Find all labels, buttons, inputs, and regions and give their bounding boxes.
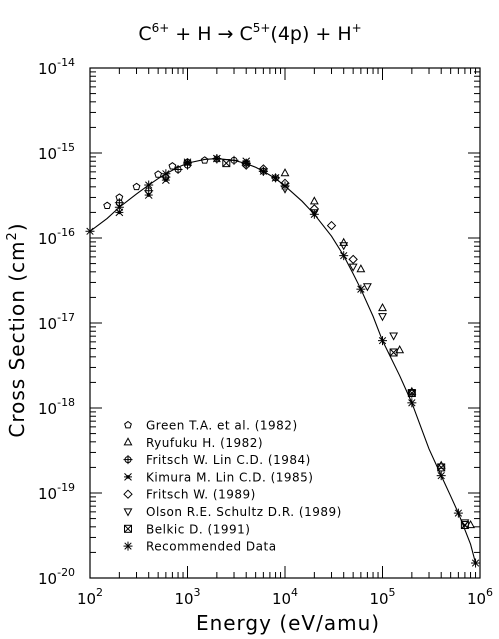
data-point-circle-plus [173, 164, 183, 174]
legend-label: Kimura M. Lin C.D. (1985) [146, 470, 314, 484]
data-point-asterisk [471, 558, 481, 568]
y-tick-label: 10-16 [38, 226, 75, 248]
y-axis-label: Cross Section (cm2) [5, 222, 29, 437]
data-point-triangle-down [362, 283, 372, 292]
data-point-asterisk [144, 180, 154, 190]
legend-label: Fritsch W. (1989) [146, 488, 256, 502]
data-point-triangle-down [407, 389, 417, 399]
legend-label: Recommended Data [146, 540, 277, 554]
y-tick-label: 10-20 [38, 566, 75, 588]
x-tick-label: 105 [369, 586, 395, 608]
data-point-pentagon [103, 201, 112, 210]
data-point-triangle-up [378, 302, 387, 312]
data-point-asterisk [280, 181, 290, 191]
legend-marker-diamond [123, 489, 133, 499]
y-tick-label: 10-15 [38, 141, 75, 163]
legend-label: Ryufuku H. (1982) [146, 436, 263, 450]
data-point-asterisk [378, 336, 387, 346]
data-point-triangle-down [378, 313, 387, 322]
data-point-diamond [348, 254, 358, 265]
data-point-asterisk [436, 471, 446, 481]
y-tick-label: 10-19 [38, 481, 75, 503]
legend-marker-square-x [124, 524, 132, 533]
legend-label: Green T.A. et al. (1982) [146, 419, 298, 433]
data-point-asterisk [212, 154, 222, 164]
recommended-curve [89, 158, 477, 564]
data-point-triangle-up [339, 237, 349, 246]
legend-marker-triangle-down [123, 508, 133, 517]
data-point-asterisk [85, 226, 95, 236]
tick-labels: 102 103 104 105 106 10-20 10-19 10-18 10-17 10-16… [38, 56, 493, 608]
legend: Green T.A. et al. (1982) Ryufuku H. (1982… [123, 419, 342, 554]
data-point-pentagon [200, 156, 209, 164]
data-point-star [144, 191, 153, 199]
data-point-square-x [389, 348, 398, 357]
data-points [85, 154, 481, 568]
data-point-pentagon [168, 162, 177, 170]
data-point-asterisk [183, 158, 192, 168]
data-point-triangle-up [309, 196, 319, 205]
data-point-asterisk [339, 251, 349, 261]
legend-marker-triangle-up [123, 437, 133, 446]
chart-title: C6+ + H → C5+(4p) + H+ [138, 21, 361, 45]
data-point-asterisk [453, 508, 463, 518]
data-point-square-x [460, 521, 469, 530]
x-tick-label: 106 [467, 586, 493, 608]
data-point-triangle-up [280, 168, 290, 177]
data-point-triangle-up [356, 264, 366, 273]
data-point-star [161, 176, 170, 184]
data-point-circle-plus [229, 155, 239, 165]
y-tick-label: 10-17 [38, 311, 75, 333]
legend-label: Fritsch W. Lin C.D. (1984) [146, 453, 311, 467]
data-point-asterisk [241, 159, 251, 169]
x-axis-label: Energy (eV/amu) [196, 611, 380, 635]
data-point-asterisk [356, 284, 366, 294]
legend-marker-pentagon [124, 420, 132, 429]
legend-marker-circle-plus [123, 455, 133, 465]
axis-ticks [89, 67, 481, 579]
legend-label: Olson R.E. Schultz D.R. (1989) [146, 505, 342, 519]
data-point-asterisk [161, 169, 171, 179]
data-point-square-x [437, 463, 446, 472]
y-tick-label: 10-14 [38, 56, 75, 78]
legend-marker-star [124, 473, 132, 481]
data-point-pentagon [132, 182, 141, 191]
x-tick-label: 102 [77, 586, 103, 608]
legend-label: Belkic D. (1991) [146, 522, 250, 536]
data-point-square-x [407, 389, 416, 398]
data-point-asterisk [309, 209, 319, 219]
data-point-triangle-down [389, 332, 399, 341]
data-point-triangle-down [339, 242, 349, 251]
recommended-line [89, 158, 477, 564]
data-point-asterisk [258, 166, 268, 176]
data-point-star [271, 174, 280, 182]
data-point-triangle-up [395, 345, 405, 354]
data-point-asterisk [114, 202, 124, 212]
y-tick-label: 10-18 [38, 396, 75, 418]
x-tick-label: 103 [174, 586, 200, 608]
data-point-triangle-down [348, 263, 358, 272]
legend-marker-asterisk [123, 541, 133, 551]
data-point-square-x [222, 159, 231, 168]
data-point-diamond [326, 220, 337, 231]
data-point-asterisk [407, 398, 417, 408]
data-point-pentagon [154, 170, 163, 178]
x-tick-label: 104 [272, 586, 298, 608]
